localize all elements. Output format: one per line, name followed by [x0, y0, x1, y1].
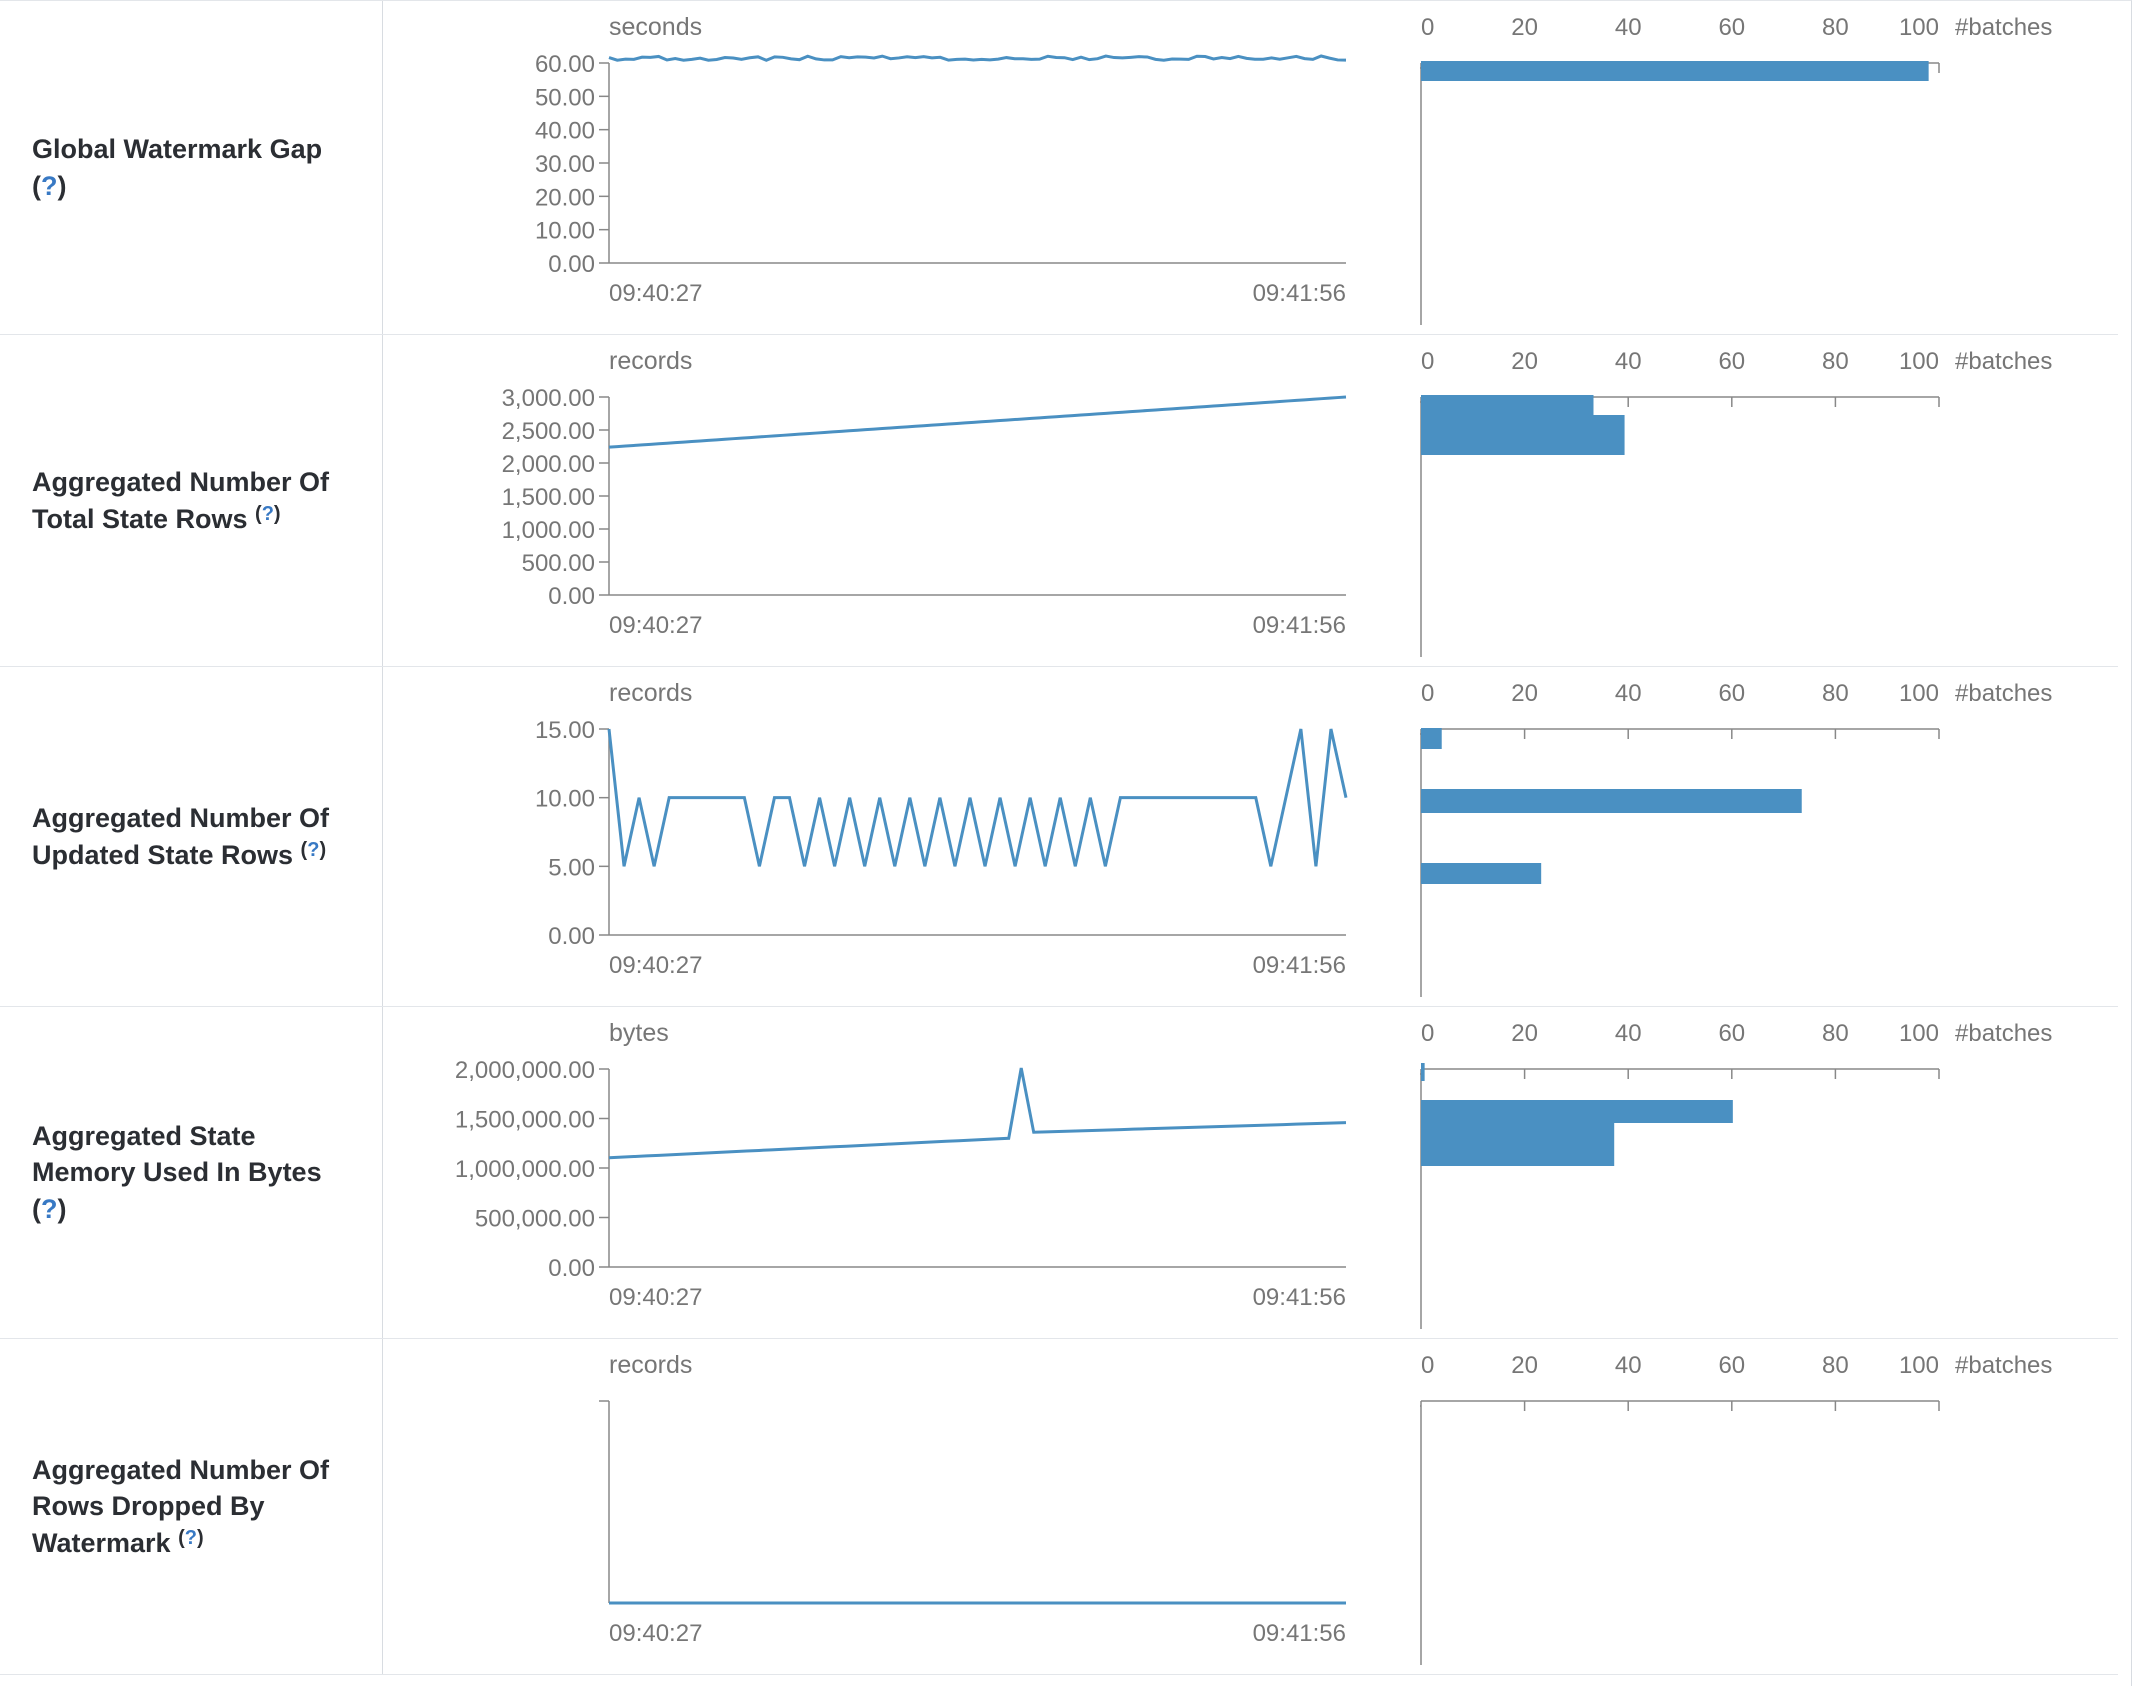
svg-text:20.00: 20.00	[535, 184, 595, 211]
svg-text:10.00: 10.00	[535, 786, 595, 813]
svg-text:60: 60	[1718, 1020, 1745, 1047]
svg-text:0.00: 0.00	[548, 923, 595, 950]
svg-text:60: 60	[1718, 680, 1745, 707]
svg-text:100: 100	[1899, 1352, 1939, 1379]
svg-text:5.00: 5.00	[548, 854, 595, 881]
svg-text:09:41:56: 09:41:56	[1253, 1620, 1346, 1647]
svg-text:40: 40	[1615, 348, 1642, 375]
svg-text:#batches: #batches	[1955, 680, 2052, 707]
svg-text:09:40:27: 09:40:27	[609, 280, 702, 307]
svg-text:500,000.00: 500,000.00	[475, 1206, 595, 1233]
svg-text:100: 100	[1899, 348, 1939, 375]
svg-text:20: 20	[1511, 14, 1538, 41]
svg-text:20: 20	[1511, 348, 1538, 375]
svg-text:20: 20	[1511, 1352, 1538, 1379]
svg-text:80: 80	[1822, 1352, 1849, 1379]
svg-text:1,500.00: 1,500.00	[502, 484, 595, 511]
svg-text:40: 40	[1615, 1020, 1642, 1047]
svg-text:0.00: 0.00	[548, 1255, 595, 1282]
svg-text:40.00: 40.00	[535, 118, 595, 145]
svg-text:0.00: 0.00	[548, 583, 595, 610]
svg-text:100: 100	[1899, 14, 1939, 41]
svg-text:0: 0	[1421, 348, 1434, 375]
svg-text:09:41:56: 09:41:56	[1253, 1284, 1346, 1311]
svg-text:60.00: 60.00	[535, 51, 595, 78]
svg-text:seconds: seconds	[609, 13, 702, 41]
svg-text:15.00: 15.00	[535, 717, 595, 744]
svg-text:2,000,000.00: 2,000,000.00	[455, 1057, 595, 1084]
svg-text:40: 40	[1615, 1352, 1642, 1379]
svg-text:1,500,000.00: 1,500,000.00	[455, 1107, 595, 1134]
svg-text:80: 80	[1822, 1020, 1849, 1047]
svg-text:2,000.00: 2,000.00	[502, 451, 595, 478]
svg-text:0.00: 0.00	[548, 251, 595, 278]
svg-text:40: 40	[1615, 680, 1642, 707]
svg-text:records: records	[609, 1351, 692, 1379]
svg-text:09:41:56: 09:41:56	[1253, 952, 1346, 979]
svg-text:09:40:27: 09:40:27	[609, 612, 702, 639]
svg-text:2,500.00: 2,500.00	[502, 418, 595, 445]
svg-text:30.00: 30.00	[535, 151, 595, 178]
svg-text:records: records	[609, 347, 692, 375]
svg-text:1,000,000.00: 1,000,000.00	[455, 1156, 595, 1183]
svg-text:80: 80	[1822, 680, 1849, 707]
svg-text:20: 20	[1511, 680, 1538, 707]
svg-text:60: 60	[1718, 14, 1745, 41]
svg-text:0: 0	[1421, 1352, 1434, 1379]
svg-text:09:40:27: 09:40:27	[609, 952, 702, 979]
svg-text:60: 60	[1718, 348, 1745, 375]
svg-text:50.00: 50.00	[535, 84, 595, 111]
svg-text:3,000.00: 3,000.00	[502, 385, 595, 412]
svg-text:0: 0	[1421, 680, 1434, 707]
svg-text:80: 80	[1822, 14, 1849, 41]
svg-text:40: 40	[1615, 14, 1642, 41]
svg-text:09:40:27: 09:40:27	[609, 1620, 702, 1647]
svg-text:#batches: #batches	[1955, 1020, 2052, 1047]
svg-text:20: 20	[1511, 1020, 1538, 1047]
svg-text:100: 100	[1899, 1020, 1939, 1047]
svg-text:60: 60	[1718, 1352, 1745, 1379]
svg-text:09:41:56: 09:41:56	[1253, 280, 1346, 307]
svg-text:80: 80	[1822, 348, 1849, 375]
svg-text:bytes: bytes	[609, 1019, 669, 1047]
svg-text:09:40:27: 09:40:27	[609, 1284, 702, 1311]
svg-text:#batches: #batches	[1955, 348, 2052, 375]
svg-text:1,000.00: 1,000.00	[502, 517, 595, 544]
svg-text:#batches: #batches	[1955, 14, 2052, 41]
svg-text:0: 0	[1421, 14, 1434, 41]
svg-text:records: records	[609, 679, 692, 707]
svg-text:500.00: 500.00	[522, 550, 595, 577]
svg-text:0: 0	[1421, 1020, 1434, 1047]
svg-text:09:41:56: 09:41:56	[1253, 612, 1346, 639]
svg-text:100: 100	[1899, 680, 1939, 707]
svg-text:10.00: 10.00	[535, 218, 595, 245]
svg-text:#batches: #batches	[1955, 1352, 2052, 1379]
